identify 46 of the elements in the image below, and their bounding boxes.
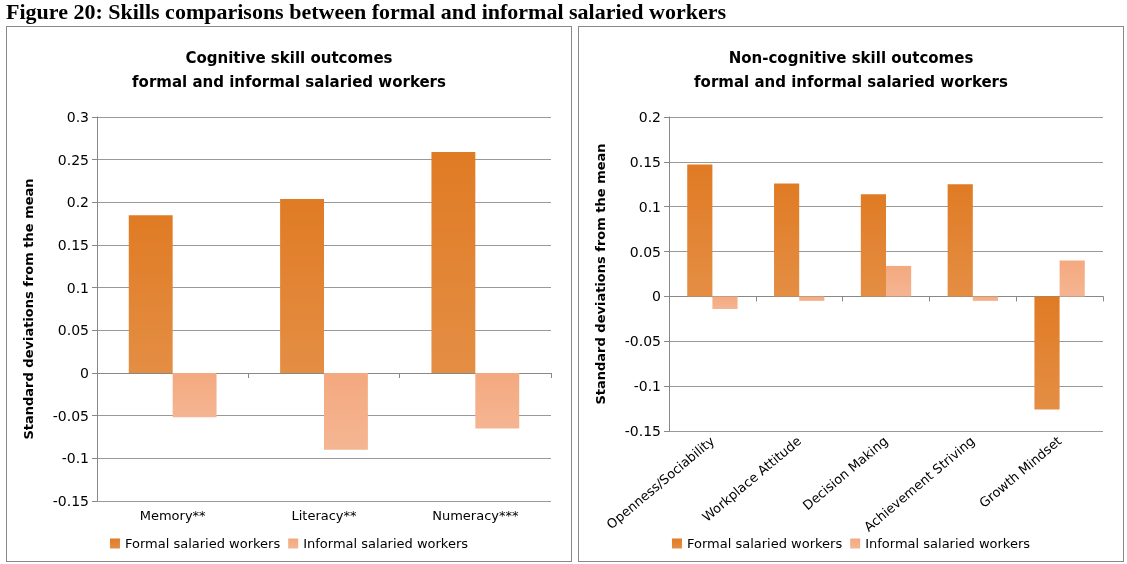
bar <box>712 296 738 309</box>
y-tick-label: -0.15 <box>52 493 89 509</box>
bar <box>280 198 324 373</box>
y-tick-label: 0.2 <box>638 109 661 125</box>
bar <box>128 215 173 373</box>
y-tick-label: -0.05 <box>624 333 661 350</box>
chart-title: Cognitive skill outcomes formal and informal salaried workers <box>132 49 447 91</box>
y-tick-label: 0 <box>80 365 89 381</box>
bar <box>1034 296 1060 410</box>
bar <box>172 373 217 418</box>
y-tick-label: -0.15 <box>624 423 661 439</box>
y-tick-label: 0.15 <box>629 153 661 170</box>
y-tick-label: 0.1 <box>66 279 89 296</box>
chart-title: Non-cognitive skill outcomes formal and informal salaried workers <box>694 49 1009 91</box>
y-tick-label: 0.05 <box>629 243 661 260</box>
bar <box>799 296 825 301</box>
y-tick-label: 0.3 <box>66 109 89 125</box>
bar <box>475 373 520 429</box>
y-tick-label: -0.1 <box>61 450 89 467</box>
legend-label: Formal salaried workers <box>124 536 281 551</box>
y-tick-label: -0.05 <box>52 407 89 424</box>
caption: Figure 20: Skills comparisons between formal and informal salaried workers <box>5 0 728 24</box>
legend-label: Informal salaried workers <box>303 536 469 551</box>
x-tick-label: Memory** <box>139 508 207 523</box>
y-tick-label: -0.1 <box>633 378 661 395</box>
y-axis-title: Standard deviations from the mean <box>21 178 36 440</box>
y-tick-label: 0.2 <box>66 194 89 211</box>
bar <box>1059 260 1085 297</box>
x-tick-label: Literacy** <box>291 508 358 523</box>
bar <box>860 194 886 297</box>
y-tick-label: 0.05 <box>57 322 89 339</box>
bar <box>886 265 912 297</box>
bar <box>687 164 713 297</box>
bar <box>774 183 800 297</box>
bar <box>972 296 998 301</box>
y-tick-label: 0 <box>652 288 661 305</box>
legend-label: Informal salaried workers <box>865 536 1031 551</box>
legend-label: Formal salaried workers <box>686 536 843 551</box>
y-tick-label: 0.25 <box>57 151 89 168</box>
bar <box>324 373 368 450</box>
y-tick-label: 0.15 <box>57 237 89 253</box>
y-tick-label: 0.1 <box>638 198 661 215</box>
y-axis-title: Standard deviations from the mean <box>593 143 608 405</box>
bar <box>431 151 476 373</box>
bar <box>947 184 973 297</box>
x-tick-label: Numeracy*** <box>432 508 519 523</box>
